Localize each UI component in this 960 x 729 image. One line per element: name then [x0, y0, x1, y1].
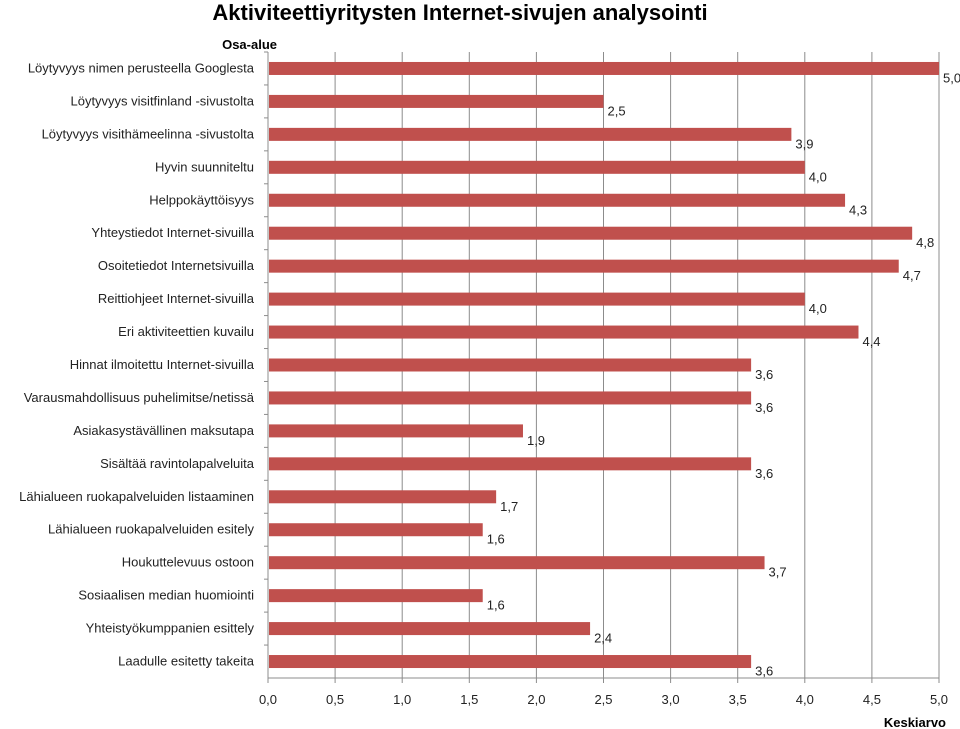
bar: [269, 490, 497, 504]
category-label: Houkuttelevuus ostoon: [122, 555, 254, 570]
category-label: Lähialueen ruokapalveluiden esitely: [48, 522, 254, 537]
data-label: 5,0: [943, 70, 960, 85]
data-label: 4,7: [903, 268, 921, 283]
category-label: Yhteistyökumppanien esittely: [86, 621, 255, 636]
data-label: 3,9: [795, 136, 813, 151]
bars: [269, 61, 939, 669]
data-label: 1,6: [487, 598, 505, 613]
data-label: 2,5: [608, 103, 626, 118]
bar: [269, 589, 483, 603]
data-label: 3,6: [755, 466, 773, 481]
category-label: Löytyvyys nimen perusteella Googlesta: [28, 60, 255, 75]
x-tick-label: 5,0: [930, 692, 948, 707]
bar: [269, 424, 523, 438]
bar: [269, 391, 752, 405]
bar: [269, 61, 939, 75]
category-labels: Löytyvyys nimen perusteella Googlesta Löy…: [19, 60, 255, 668]
bar: [269, 556, 765, 570]
bar: [269, 160, 805, 174]
x-axis-title: Keskiarvo: [884, 715, 946, 729]
category-label: Hinnat ilmoitettu Internet-sivuilla: [70, 357, 255, 372]
bar: [269, 457, 752, 471]
data-label: 4,8: [916, 235, 934, 250]
category-label: Laadulle esitetty takeita: [118, 654, 255, 669]
category-label: Löytyvyys visitfinland -sivustolta: [70, 93, 254, 108]
bar: [269, 325, 859, 339]
category-label: Sosiaalisen median huomiointi: [78, 588, 254, 603]
data-label: 3,6: [755, 400, 773, 415]
bar: [269, 655, 752, 669]
x-tick-label: 4,5: [863, 692, 881, 707]
category-label: Eri aktiviteettien kuvailu: [118, 324, 254, 339]
bar: [269, 622, 591, 636]
x-tick-label: 1,5: [460, 692, 478, 707]
x-tick-labels: 0,0 0,5 1,0 1,5 2,0 2,5 3,0 3,5 4,0 4,5 5,0: [259, 692, 948, 707]
bar: [269, 358, 752, 372]
x-tick-label: 0,0: [259, 692, 277, 707]
data-label: 1,9: [527, 433, 545, 448]
data-label: 2,4: [594, 631, 612, 646]
chart-title: Aktiviteettiyritysten Internet-sivujen a…: [212, 0, 707, 25]
x-tick-label: 3,0: [662, 692, 680, 707]
category-label: Sisältää ravintolapalveluita: [100, 456, 255, 471]
bar: [269, 523, 483, 537]
bar: [269, 193, 846, 207]
category-label: Löytyvyys visithämeelinna -sivustolta: [42, 126, 255, 141]
data-labels: 5,0 2,5 3,9 4,0 4,3 4,8 4,7 4,0 4,4 3,6 3,6 1,9 3,6 1…: [487, 70, 960, 678]
category-label: Yhteystiedot Internet-sivuilla: [91, 225, 254, 240]
data-label: 3,6: [755, 367, 773, 382]
category-label: Helppokäyttöisyys: [149, 192, 254, 207]
data-label: 4,4: [862, 334, 880, 349]
data-label: 4,0: [809, 301, 827, 316]
category-label: Varausmahdollisuus puhelimitse/netissä: [24, 390, 255, 405]
category-label: Reittiohjeet Internet-sivuilla: [98, 291, 255, 306]
data-label: 3,7: [769, 565, 787, 580]
x-tick-label: 4,0: [796, 692, 814, 707]
x-tick-label: 2,5: [594, 692, 612, 707]
x-tick-label: 0,5: [326, 692, 344, 707]
data-label: 4,3: [849, 202, 867, 217]
y-axis-title: Osa-alue: [222, 37, 277, 52]
bar: [269, 94, 604, 108]
x-tick-label: 2,0: [527, 692, 545, 707]
data-label: 4,0: [809, 169, 827, 184]
category-label: Osoitetiedot Internetsivuilla: [98, 258, 255, 273]
data-label: 3,6: [755, 664, 773, 679]
category-label: Lähialueen ruokapalveluiden listaaminen: [19, 489, 254, 504]
x-tick-label: 3,5: [729, 692, 747, 707]
bar: [269, 226, 913, 240]
x-tick-label: 1,0: [393, 692, 411, 707]
category-label: Asiakasystävällinen maksutapa: [73, 423, 254, 438]
category-label: Hyvin suunniteltu: [155, 159, 254, 174]
bar: [269, 292, 805, 306]
bar: [269, 127, 792, 141]
data-label: 1,6: [487, 532, 505, 547]
data-label: 1,7: [500, 499, 518, 514]
bar: [269, 259, 899, 273]
